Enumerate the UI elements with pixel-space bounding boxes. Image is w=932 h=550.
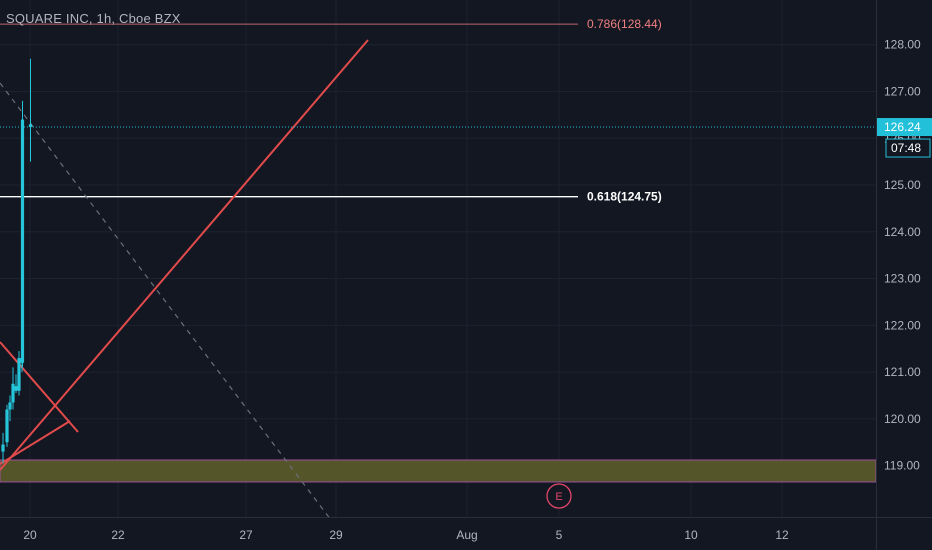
trend-line-drawings[interactable] <box>0 39 369 521</box>
dashed-trend-line[interactable] <box>0 82 332 521</box>
candle-body <box>28 124 33 128</box>
fib-level-label: 0.786(128.44) <box>587 17 662 31</box>
candle-body <box>17 358 21 391</box>
fibonacci-levels[interactable]: 0.786(128.44) 0.618(124.75) <box>0 17 662 204</box>
price-scale[interactable]: 119.00 120.00 121.00 122.00 123.00 124.00 125.… <box>876 0 932 550</box>
triangle-upper-line[interactable] <box>0 341 79 433</box>
countdown-badge <box>885 138 931 158</box>
price-tick-label: 120.00 <box>884 412 921 426</box>
price-tick-label: 125.00 <box>884 178 921 192</box>
price-tick-label: 123.00 <box>884 272 921 286</box>
ascending-trend-line[interactable] <box>0 39 369 471</box>
price-tick-label: 124.00 <box>884 225 921 239</box>
support-zone-rect[interactable] <box>0 459 877 483</box>
fib-level-label: 0.618(124.75) <box>587 190 662 204</box>
price-tick-label: 119.00 <box>884 459 920 473</box>
time-tick-label: 10 <box>684 528 698 542</box>
candle-body <box>1 444 5 452</box>
time-tick-label: 5 <box>556 528 563 542</box>
symbol-legend: SQUARE INC, 1h, Cboe BZX <box>6 11 181 26</box>
candle-body <box>8 402 12 410</box>
candle-body <box>5 409 9 443</box>
time-scale[interactable]: 20 22 27 29 Aug 5 10 12 <box>0 517 932 543</box>
time-tick-label: Aug <box>456 528 477 542</box>
earnings-marker[interactable] <box>546 483 572 509</box>
price-tick-label: 122.00 <box>884 318 921 332</box>
candle-body <box>14 386 18 391</box>
grid <box>0 0 876 517</box>
earnings-marker-label: E <box>555 491 562 503</box>
time-tick-label: 22 <box>111 528 125 542</box>
price-tick-label: 121.00 <box>884 365 921 379</box>
time-tick-label: 12 <box>775 528 789 542</box>
time-tick-label: 27 <box>239 528 253 542</box>
symbol-title: SQUARE INC, 1h, Cboe BZX <box>6 11 181 26</box>
price-tick-label: 127.00 <box>884 84 921 98</box>
overlay: E <box>0 126 876 509</box>
price-badge[interactable] <box>877 118 932 137</box>
time-tick-label: 29 <box>329 528 343 542</box>
candle-body <box>11 383 15 403</box>
time-tick-label: 20 <box>23 528 37 542</box>
triangle-lower-line[interactable] <box>0 420 71 465</box>
candles <box>1 58 33 464</box>
candle-body <box>20 119 25 363</box>
countdown-value: 07:48 <box>891 141 921 155</box>
price-badge-value: 126.24 <box>884 120 921 134</box>
support-zone <box>0 459 877 483</box>
price-tick-label: 128.00 <box>884 38 921 52</box>
